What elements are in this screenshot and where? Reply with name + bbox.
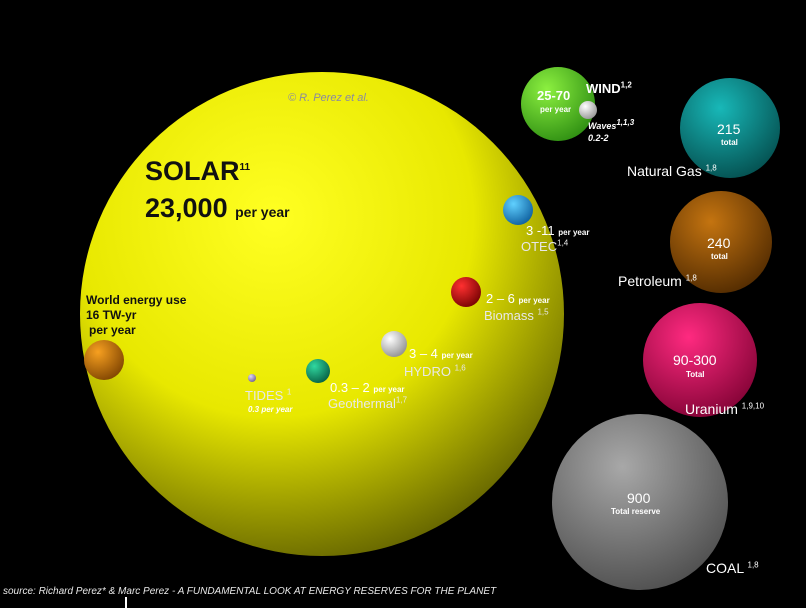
hydro-unit: per year [441, 351, 473, 360]
text-cursor [125, 597, 127, 608]
world-energy-sphere [84, 340, 124, 380]
tides-sphere [248, 374, 256, 382]
solar-unit: per year [235, 204, 290, 220]
otec-value: 3 -11 [526, 223, 555, 238]
geothermal-value: 0.3 – 2 [330, 380, 370, 395]
otec-name: OTEC [521, 239, 558, 254]
coal-unit: Total reserve [611, 507, 661, 516]
biomass-value: 2 – 6 [486, 291, 515, 306]
geothermal-unit: per year [373, 385, 405, 394]
solar-sphere [80, 72, 564, 556]
wind-name: WIND [586, 81, 621, 96]
coal-value: 900 [627, 490, 651, 506]
geothermal-sup: 1,7 [395, 395, 408, 405]
petroleum-sup: 1,8 [685, 273, 697, 283]
biomass-value-line: 2 – 6 per year [486, 292, 550, 305]
hydro-name: HYDRO [404, 364, 451, 379]
coal-sphere [552, 414, 728, 590]
hydro-value: 3 – 4 [409, 346, 438, 361]
petroleum-label: Petroleum 1,8 [618, 274, 697, 288]
coal-name: COAL [706, 560, 744, 576]
natural-gas-unit: total [721, 138, 738, 147]
biomass-unit: per year [518, 296, 550, 305]
coal-sup: 1,8 [747, 560, 759, 570]
otec-label: OTEC1,4 [521, 238, 569, 254]
solar-name: SOLAR [145, 156, 240, 186]
petroleum-sphere [670, 191, 772, 293]
geothermal-name: Geothermal [328, 396, 396, 411]
wind-sup: 1,2 [620, 80, 632, 90]
tides-label: TIDES 1 [245, 387, 292, 403]
natural-gas-name: Natural Gas [627, 163, 702, 179]
uranium-unit: Total [686, 370, 705, 379]
tides-sup: 1 [286, 387, 292, 397]
world-energy-line3: per year [89, 323, 136, 337]
uranium-label: Uranium 1,9,10 [685, 402, 764, 416]
geothermal-sphere [306, 359, 330, 383]
hydro-label: HYDRO 1,6 [404, 363, 466, 379]
petroleum-value: 240 [707, 235, 731, 251]
wind-value: 25-70 [537, 88, 571, 103]
hydro-value-line: 3 – 4 per year [409, 347, 473, 360]
geothermal-value-line: 0.3 – 2 per year [330, 381, 405, 394]
petroleum-unit: total [711, 252, 728, 261]
otec-unit: per year [558, 228, 590, 237]
source-citation: source: Richard Perez* & Marc Perez - A … [3, 586, 497, 597]
uranium-sup: 1,9,10 [741, 401, 765, 411]
otec-sphere [503, 195, 533, 225]
biomass-label: Biomass 1,5 [484, 307, 549, 323]
credit-text: © R. Perez et al. [288, 92, 369, 104]
waves-value: 0.2-2 [588, 133, 609, 143]
natural-gas-value: 215 [717, 121, 741, 137]
geothermal-label: Geothermal1,7 [328, 395, 408, 411]
solar-value-line: 23,000 per year [145, 195, 290, 222]
petroleum-name: Petroleum [618, 273, 682, 289]
wind-unit: per year [540, 105, 572, 114]
hydro-sphere [381, 331, 407, 357]
tides-value: 0.3 per year [248, 405, 293, 414]
waves-label: Waves1,1,3 [588, 119, 634, 131]
uranium-name: Uranium [685, 401, 738, 417]
natural-gas-sphere [680, 78, 780, 178]
coal-label: COAL 1,8 [706, 561, 759, 575]
world-energy-line1: World energy use [86, 293, 187, 307]
biomass-name: Biomass [484, 308, 534, 323]
wind-label: WIND1,2 [586, 80, 632, 96]
otec-value-line: 3 -11 per year [526, 224, 589, 237]
uranium-sphere [643, 303, 757, 417]
solar-sup: 11 [239, 162, 251, 173]
world-energy-line2: 16 TW-yr [86, 308, 137, 322]
waves-name: Waves [588, 121, 617, 131]
biomass-sup: 1,5 [537, 307, 549, 317]
solar-title: SOLAR11 [145, 158, 250, 185]
natural-gas-label: Natural Gas 1,8 [627, 164, 717, 178]
natural-gas-sup: 1,8 [705, 163, 717, 173]
uranium-value: 90-300 [673, 352, 717, 368]
wind-sphere [521, 67, 595, 141]
solar-value: 23,000 [145, 193, 228, 223]
tides-name: TIDES [245, 388, 284, 403]
otec-sup: 1,4 [557, 238, 569, 248]
biomass-sphere [451, 277, 481, 307]
waves-sphere [579, 101, 597, 119]
waves-sup: 1,1,3 [616, 118, 635, 127]
hydro-sup: 1,6 [454, 363, 466, 373]
